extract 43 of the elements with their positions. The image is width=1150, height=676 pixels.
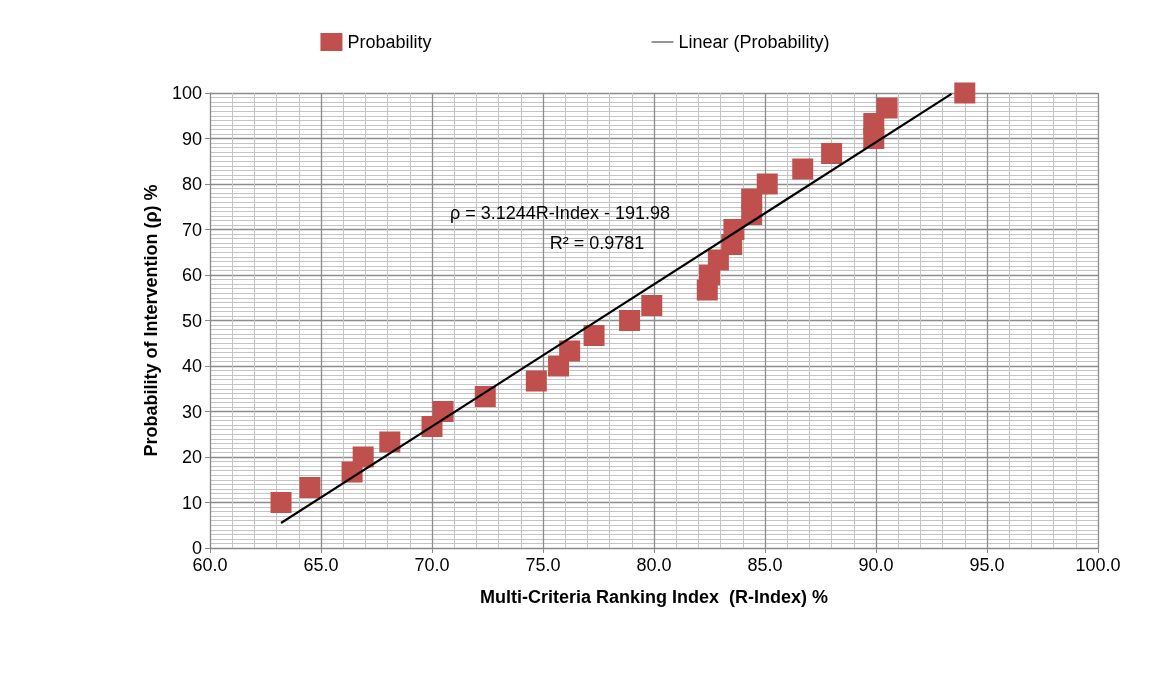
point bbox=[876, 97, 898, 119]
point bbox=[583, 325, 605, 347]
annotation: R² = 0.9781 bbox=[549, 233, 645, 253]
point bbox=[954, 82, 976, 104]
y-tick-label: 60 bbox=[181, 265, 202, 285]
x-axis-title: Multi-Criteria Ranking Index (R-Index) % bbox=[479, 587, 829, 607]
x-tick-label: 80.0 bbox=[636, 555, 672, 575]
y-tick-label: 0 bbox=[191, 538, 202, 558]
point bbox=[641, 294, 663, 316]
annotation: ρ = 3.1244R-Index - 191.98 bbox=[450, 203, 670, 223]
point bbox=[863, 112, 885, 134]
x-tick-label: 100.0 bbox=[1075, 555, 1121, 575]
x-tick-label: 60.0 bbox=[192, 555, 228, 575]
y-tick-label: 20 bbox=[181, 447, 202, 467]
x-tick-label: 90.0 bbox=[858, 555, 894, 575]
legend-label: Linear (Probability) bbox=[678, 32, 830, 52]
x-tick-label: 70.0 bbox=[414, 555, 450, 575]
legend-label: Probability bbox=[347, 32, 432, 52]
point bbox=[821, 143, 843, 165]
y-tick-label: 70 bbox=[181, 219, 202, 240]
point bbox=[619, 310, 641, 331]
x-tick-label: 95.0 bbox=[969, 555, 1005, 575]
point bbox=[741, 188, 763, 210]
x-tick-label: 65.0 bbox=[303, 555, 339, 575]
y-tick-label: 30 bbox=[181, 401, 202, 422]
y-tick-label: 50 bbox=[181, 310, 202, 331]
point bbox=[352, 446, 374, 468]
point bbox=[432, 401, 454, 422]
y-tick-label: 10 bbox=[181, 492, 202, 513]
point bbox=[756, 173, 778, 195]
y-axis-title: Probability of Intervention (ρ) % bbox=[141, 184, 161, 457]
point bbox=[299, 476, 321, 498]
x-tick-label: 75.0 bbox=[525, 555, 561, 575]
point bbox=[525, 370, 547, 392]
y-tick-label: 100 bbox=[171, 83, 202, 103]
y-tick-label: 90 bbox=[181, 128, 202, 149]
point bbox=[792, 158, 814, 180]
y-tick-label: 40 bbox=[181, 356, 202, 376]
x-tick-label: 85.0 bbox=[747, 555, 783, 575]
y-tick-label: 80 bbox=[181, 174, 202, 194]
point bbox=[270, 492, 292, 513]
point bbox=[379, 431, 401, 453]
point bbox=[559, 340, 581, 362]
